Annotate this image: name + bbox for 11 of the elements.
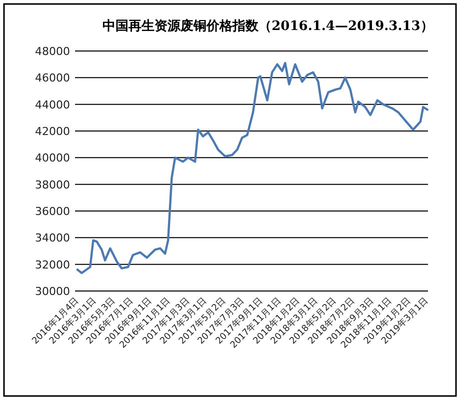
y-tick-label: 38000 bbox=[35, 178, 70, 192]
title: 中国再生资源废铜价格指数（2016.1.4—2019.3.13） bbox=[102, 19, 434, 34]
y-tick-label: 42000 bbox=[35, 125, 70, 138]
y-tick-label: 32000 bbox=[35, 258, 70, 272]
y-tick-label: 48000 bbox=[35, 45, 70, 58]
y-tick-label: 46000 bbox=[35, 72, 70, 85]
y-tick-label: 30000 bbox=[35, 285, 70, 298]
y-tick-label: 40000 bbox=[35, 152, 70, 165]
y-tick-label: 44000 bbox=[35, 98, 70, 112]
y-tick-label: 36000 bbox=[35, 205, 70, 218]
y-tick-label: 34000 bbox=[35, 232, 70, 245]
